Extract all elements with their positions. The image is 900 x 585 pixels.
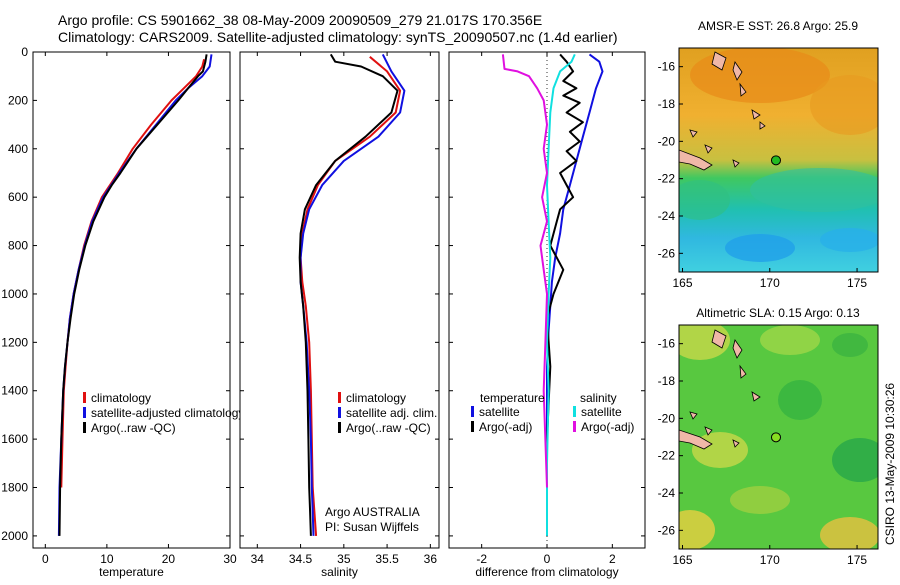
depth-tick-label: 200 xyxy=(8,93,28,107)
salinity-xtick-label: 34 xyxy=(251,552,265,566)
temperature-legend-entry-swatch xyxy=(83,392,86,403)
header-line-2: Climatology: CARS2009. Satellite-adjuste… xyxy=(58,29,618,45)
difference-xtick-label: 2 xyxy=(609,552,616,566)
salinity-series-argo-raw-qc- xyxy=(298,53,399,536)
salinity-legend-entry-swatch xyxy=(338,407,341,418)
difference-legend-temperature-argo-label: Argo(-adj) xyxy=(479,420,532,434)
salinity-panel: 34 34.5 35 35.5 36 salinity climatologysatelli… xyxy=(239,51,440,579)
difference-legend-salinity-satellite-label: satellite xyxy=(581,405,622,419)
temperature-xlabel: temperature xyxy=(99,565,164,579)
pi-annotation: PI: Susan Wijffels xyxy=(325,520,419,534)
difference-legend-salinity-argo-label: Argo(-adj) xyxy=(581,420,634,434)
difference-legend-temperature-satellite-swatch xyxy=(471,406,474,417)
sst_map-ytick-label: -22 xyxy=(658,172,676,186)
argo-country-annotation: Argo AUSTRALIA xyxy=(325,505,420,519)
temperature-legend-entry-label: Argo(..raw -QC) xyxy=(91,421,176,435)
salinity-legend-entry-label: climatology xyxy=(346,391,406,405)
sst_map-xtick-label: 170 xyxy=(760,276,780,290)
depth-tick-label: 2000 xyxy=(1,529,28,543)
temperature-panel: 0 10 20 30 temperature 0 200 400 600 800 1000 1200 1… xyxy=(1,45,244,579)
sst-map-axes: 165 170 175 -16 -18 -20 -22 -24 -26 xyxy=(658,60,868,290)
difference-legend-temperature-argo-swatch xyxy=(471,421,474,432)
sst-map: AMSR-E SST: 26.8 Argo: 25.9 165 170 175 -16… xyxy=(658,19,879,290)
temperature-xtick-label: 10 xyxy=(100,552,114,566)
difference-xlabel: difference from climatology xyxy=(475,565,618,579)
sla-map-axes: 165 170 175 -16 -18 -20 -22 -24 -26 xyxy=(658,337,868,567)
difference-legend-salinity-argo-swatch xyxy=(573,421,576,432)
temperature-xtick-label: 30 xyxy=(223,552,237,566)
difference-xtick-label: 0 xyxy=(544,552,551,566)
difference-series-temperature-satellite xyxy=(546,53,604,536)
sst_map-ytick-label: -18 xyxy=(658,97,676,111)
sla-map-title: Altimetric SLA: 0.15 Argo: 0.13 xyxy=(696,306,860,320)
salinity-legend-entry-label: satellite adj. clim. xyxy=(346,406,437,420)
temperature-series-argo-raw-qc- xyxy=(58,54,208,536)
temperature-legend-entry-label: satellite-adjusted climatology xyxy=(91,406,244,420)
difference-legend-temperature-title: temperature xyxy=(480,391,545,405)
sla_map-ytick-label: -26 xyxy=(658,523,676,537)
salinity-series-satellite-adj-clim- xyxy=(299,53,406,536)
depth-tick-label: 1200 xyxy=(1,335,28,349)
header-line-1: Argo profile: CS 5901662_38 08-May-2009 … xyxy=(58,12,542,28)
depth-tick-label: 400 xyxy=(8,142,28,156)
salinity-xlabel: salinity xyxy=(321,565,358,579)
sst-coastlines xyxy=(679,51,766,171)
sla-float-marker xyxy=(770,432,781,443)
sla_map-xtick-label: 175 xyxy=(847,553,867,567)
sla_map-ytick-label: -18 xyxy=(658,374,676,388)
sla-map: Altimetric SLA: 0.15 Argo: 0.13 165 170 17… xyxy=(658,306,879,567)
difference-xtick-label: -2 xyxy=(476,552,487,566)
sst_map-ytick-label: -24 xyxy=(658,209,676,223)
sla-coastlines xyxy=(679,329,761,450)
sst_map-ytick-label: -20 xyxy=(658,134,676,148)
sla_map-xtick-label: 170 xyxy=(760,553,780,567)
sla_map-xtick-label: 165 xyxy=(672,553,692,567)
sla_map-ytick-label: -20 xyxy=(658,411,676,425)
sst_map-xtick-label: 165 xyxy=(672,276,692,290)
depth-tick-label: 0 xyxy=(21,45,28,59)
temperature-legend-entry-swatch xyxy=(83,422,86,433)
salinity-legend-entry-swatch xyxy=(338,392,341,403)
difference-legend-temperature-satellite-label: satellite xyxy=(479,405,520,419)
temperature-xtick-label: 0 xyxy=(42,552,49,566)
depth-tick-label: 1400 xyxy=(1,384,28,398)
sst-float-marker xyxy=(770,155,781,166)
sla_map-ytick-label: -22 xyxy=(658,449,676,463)
salinity-legend-entry-swatch xyxy=(338,422,341,433)
sst_map-ytick-label: -26 xyxy=(658,246,676,260)
salinity-frame xyxy=(239,51,440,549)
depth-tick-label: 1000 xyxy=(1,287,28,301)
sst_map-xtick-label: 175 xyxy=(847,276,867,290)
depth-tick-label: 800 xyxy=(8,239,28,253)
salinity-xtick-label: 35 xyxy=(337,552,351,566)
salinity-xtick-label: 36 xyxy=(424,552,438,566)
difference-series-salinity-satellite xyxy=(546,53,576,536)
depth-tick-label: 1600 xyxy=(1,432,28,446)
sst_map-ytick-label: -16 xyxy=(658,60,676,74)
sla_map-ytick-label: -24 xyxy=(658,486,676,500)
depth-tick-label: 1800 xyxy=(1,481,28,495)
depth-tick-label: 600 xyxy=(8,190,28,204)
salinity-xtick-label: 35.5 xyxy=(375,552,399,566)
temperature-legend-entry-label: climatology xyxy=(91,391,151,405)
salinity-legend-entry-label: Argo(..raw -QC) xyxy=(346,421,431,435)
difference-legend-salinity-satellite-swatch xyxy=(573,406,576,417)
difference-legend-salinity-title: salinity xyxy=(580,391,617,405)
temperature-xtick-label: 20 xyxy=(162,552,176,566)
temperature-legend-entry-swatch xyxy=(83,407,86,418)
difference-series-salinity-argo-adj- xyxy=(501,54,548,488)
sla_map-ytick-label: -16 xyxy=(658,337,676,351)
salinity-xtick-label: 34.5 xyxy=(289,552,313,566)
sla-map-frame xyxy=(678,324,879,550)
side-timestamp: CSIRO 13-May-2009 10:30:26 xyxy=(883,383,897,545)
difference-series-temperature-argo-adj- xyxy=(546,53,584,536)
sst-map-frame xyxy=(678,47,879,273)
sst-map-title: AMSR-E SST: 26.8 Argo: 25.9 xyxy=(698,19,858,33)
temperature-frame xyxy=(32,51,231,549)
